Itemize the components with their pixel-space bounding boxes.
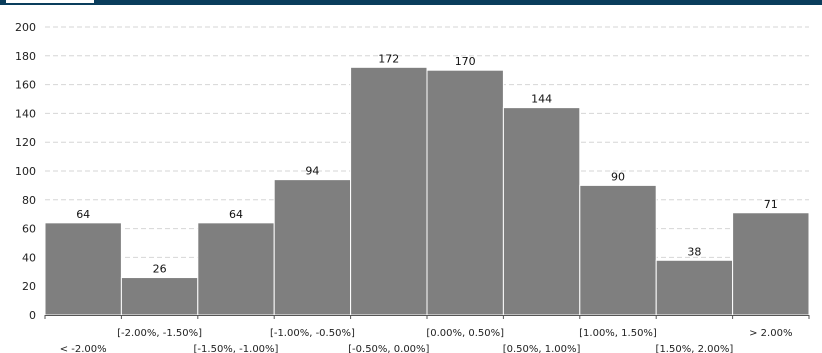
y-tick-label: 120 (15, 136, 36, 149)
y-tick-label: 200 (15, 21, 36, 34)
y-tick-label: 80 (22, 194, 36, 207)
data-label: 172 (378, 52, 399, 65)
y-tick-label: 40 (22, 251, 36, 264)
x-tick-label: [0.00%, 0.50%] (426, 328, 504, 339)
bar (120, 277, 199, 316)
y-tick-label: 20 (22, 280, 36, 293)
x-axis: < -2.00% [-2.00%, -1.50%] [-1.50%, -1.00%]… (44, 315, 810, 353)
bar (426, 69, 504, 316)
x-tick-label: [-2.00%, -1.50%] (117, 328, 202, 339)
x-tick-label: [0.50%, 1.00%] (503, 344, 581, 353)
y-tick-label: 100 (15, 165, 36, 178)
bar (350, 66, 428, 316)
top-bar (0, 0, 822, 5)
bar (44, 222, 122, 316)
data-label: 71 (764, 198, 778, 211)
x-tick-label: > 2.00% (749, 328, 792, 339)
y-tick-label: 0 (29, 309, 36, 322)
data-label: 144 (531, 93, 552, 106)
bar (732, 212, 810, 316)
data-label: 64 (76, 208, 90, 221)
data-label: 94 (305, 165, 319, 178)
data-label: 170 (455, 55, 476, 68)
x-tick-label: [-1.50%, -1.00%] (194, 344, 279, 353)
bar (502, 107, 581, 316)
y-tick-label: 140 (15, 107, 36, 120)
x-tick-label: [-1.00%, -0.50%] (270, 328, 355, 339)
data-label: 26 (153, 263, 167, 276)
x-tick-label: [-0.50%, 0.00%] (348, 344, 429, 353)
header-tab (6, 0, 94, 3)
data-label: 38 (687, 245, 701, 258)
y-tick-label: 60 (22, 223, 36, 236)
data-labels: 64 26 64 94 172 170 144 90 38 71 (76, 52, 778, 275)
data-label: 64 (229, 208, 243, 221)
y-tick-label: 180 (15, 50, 36, 63)
bars (44, 66, 810, 316)
bar (197, 222, 275, 316)
x-tick-label: [1.00%, 1.50%] (579, 328, 657, 339)
data-label: 90 (611, 170, 625, 183)
bar (655, 259, 734, 316)
bar (273, 179, 352, 316)
x-tick-label: [1.50%, 2.00%] (656, 344, 734, 353)
y-tick-label: 160 (15, 79, 36, 92)
y-axis: 0 20 40 60 80 100 120 140 160 180 200 (15, 21, 36, 322)
x-tick-label: < -2.00% (60, 344, 107, 353)
bar (579, 184, 657, 316)
